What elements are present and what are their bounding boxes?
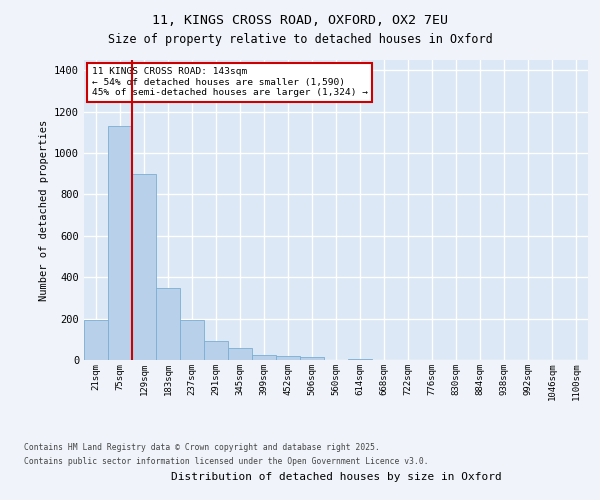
Bar xyxy=(180,320,204,360)
Bar xyxy=(300,357,324,360)
Bar xyxy=(348,359,372,360)
Bar xyxy=(108,126,132,360)
Text: Size of property relative to detached houses in Oxford: Size of property relative to detached ho… xyxy=(107,32,493,46)
Text: Distribution of detached houses by size in Oxford: Distribution of detached houses by size … xyxy=(170,472,502,482)
Text: Contains public sector information licensed under the Open Government Licence v3: Contains public sector information licen… xyxy=(24,457,428,466)
Bar xyxy=(132,174,156,360)
Bar xyxy=(252,355,276,360)
Text: Contains HM Land Registry data © Crown copyright and database right 2025.: Contains HM Land Registry data © Crown c… xyxy=(24,444,380,452)
Bar xyxy=(156,288,180,360)
Text: 11, KINGS CROSS ROAD, OXFORD, OX2 7EU: 11, KINGS CROSS ROAD, OXFORD, OX2 7EU xyxy=(152,14,448,27)
Bar xyxy=(84,320,108,360)
Y-axis label: Number of detached properties: Number of detached properties xyxy=(38,120,49,300)
Bar xyxy=(228,348,252,360)
Bar xyxy=(204,342,228,360)
Bar xyxy=(276,356,300,360)
Text: 11 KINGS CROSS ROAD: 143sqm
← 54% of detached houses are smaller (1,590)
45% of : 11 KINGS CROSS ROAD: 143sqm ← 54% of det… xyxy=(92,68,368,98)
